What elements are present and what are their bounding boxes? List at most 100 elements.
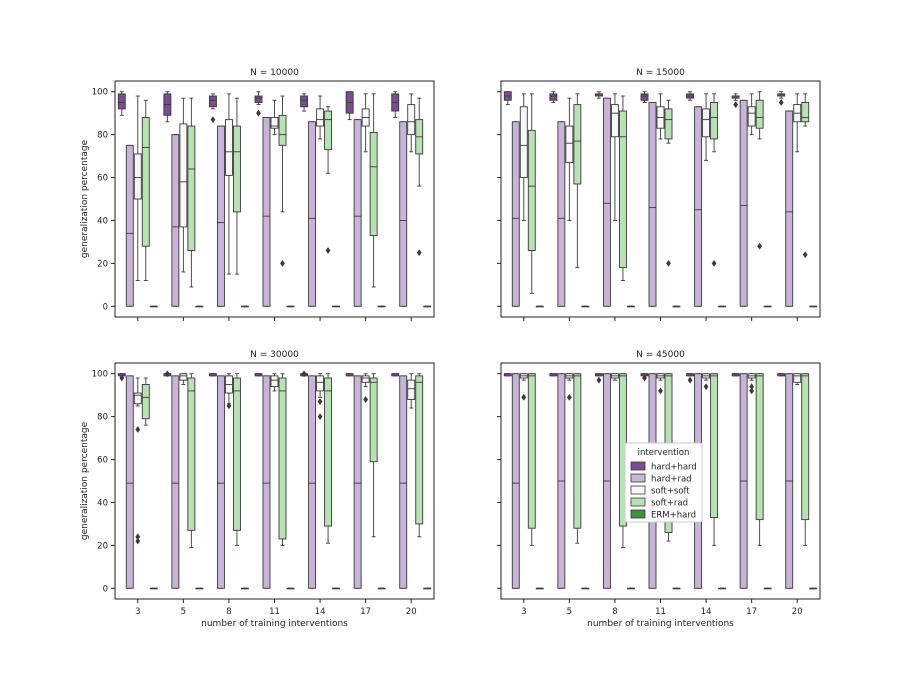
box-body [133, 392, 142, 405]
box-body [801, 102, 810, 123]
box-hard-hard [163, 370, 172, 378]
box-body [664, 108, 673, 140]
box-hard-rad [694, 106, 703, 307]
flier-point [749, 383, 755, 390]
x-tick-label: 17 [360, 607, 371, 617]
box-soft-soft [361, 373, 370, 403]
y-tick-label: 80 [97, 131, 108, 141]
box-hard-rad [171, 375, 180, 589]
x-tick-label: 20 [406, 607, 417, 617]
flier-point [733, 101, 739, 108]
box-body [369, 132, 378, 236]
box-hard-rad [602, 97, 611, 307]
legend-swatch [630, 497, 646, 507]
x-tick-label: 14 [315, 607, 326, 617]
box-soft-rad [415, 373, 424, 538]
box-body [187, 377, 196, 531]
y-axis-label: generalization percentage [80, 139, 90, 258]
box-soft-rad [187, 373, 196, 548]
legend-entry: hard+rad [630, 473, 692, 485]
box-body [801, 373, 810, 521]
box-soft-rad [369, 93, 378, 288]
box-erm-hard [149, 587, 158, 590]
box-body [278, 114, 287, 146]
box-body [270, 117, 279, 129]
box-body [511, 121, 520, 307]
box-soft-rad [573, 373, 582, 544]
box-body [369, 377, 378, 463]
box-body [179, 123, 188, 228]
box-hard-rad [511, 373, 520, 589]
box-erm-hard [672, 587, 681, 590]
flier-point [119, 374, 125, 382]
box-soft-rad [664, 99, 673, 267]
box-erm-hard [149, 305, 158, 308]
box-soft-rad [710, 93, 719, 267]
box-erm-hard [195, 587, 204, 590]
box-erm-hard [718, 305, 727, 308]
box-body [232, 125, 241, 213]
box-soft-soft [270, 99, 279, 136]
box-erm-hard [423, 305, 432, 308]
flier-point [301, 370, 307, 378]
flier-point [317, 413, 323, 421]
box-soft-soft [361, 93, 370, 153]
flier-point [280, 259, 285, 267]
x-tick-label: 5 [181, 607, 186, 617]
box-hard-hard [300, 370, 309, 378]
box-body [648, 102, 657, 307]
box-hard-rad [125, 144, 134, 307]
box-soft-soft [793, 93, 802, 153]
flier-point [703, 383, 709, 390]
box-soft-rad [141, 99, 150, 281]
x-tick-label: 3 [521, 607, 526, 617]
panel-title: N = 15000 [636, 68, 685, 78]
box-body [278, 377, 287, 540]
box-erm-hard [535, 587, 544, 590]
panel-3: N = 30000 0 20 40 60 80 100 3 5 8 11 14 17 20 generali… [80, 350, 435, 629]
box-hard-rad [785, 373, 794, 589]
box-hard-hard [686, 373, 695, 384]
box-erm-hard [332, 305, 341, 308]
legend-label: soft+rad [651, 499, 688, 509]
box-body [316, 108, 325, 127]
box-erm-hard [286, 587, 295, 590]
legend-entry: soft+rad [630, 497, 688, 509]
box-body [171, 134, 180, 307]
box-hard-rad [785, 110, 794, 307]
legend-entry: hard+hard [630, 461, 697, 473]
legend-label: hard+hard [651, 463, 697, 473]
box-body [557, 121, 566, 307]
box-hard-rad [648, 102, 657, 307]
box-body [141, 384, 150, 420]
box-body [125, 375, 134, 589]
box-hard-rad [739, 99, 748, 307]
box-body [610, 104, 619, 138]
box-hard-hard [777, 373, 786, 377]
box-soft-rad [801, 93, 810, 259]
box-soft-soft [793, 373, 802, 385]
box-erm-hard [423, 587, 432, 590]
box-hard-hard [731, 93, 740, 108]
box-hard-rad [353, 375, 362, 589]
box-body [694, 106, 703, 307]
flier-point [687, 376, 693, 384]
legend-swatch [630, 509, 646, 519]
box-body [702, 108, 711, 138]
box-soft-soft [747, 373, 756, 395]
flier-point [256, 109, 261, 117]
legend-title: intervention [638, 448, 690, 458]
x-tick-label: 20 [792, 607, 803, 617]
box-body [262, 117, 271, 307]
legend-swatch [630, 485, 646, 495]
flier-point [666, 259, 671, 267]
box-body [527, 373, 536, 529]
flier-point [416, 249, 422, 257]
box-soft-soft [565, 97, 574, 221]
box-hard-rad [739, 373, 748, 589]
box-hard-hard [117, 91, 126, 116]
box-erm-hard [535, 305, 544, 308]
box-erm-hard [377, 587, 386, 590]
x-tick-label: 3 [135, 607, 140, 617]
box-soft-rad [755, 373, 764, 546]
